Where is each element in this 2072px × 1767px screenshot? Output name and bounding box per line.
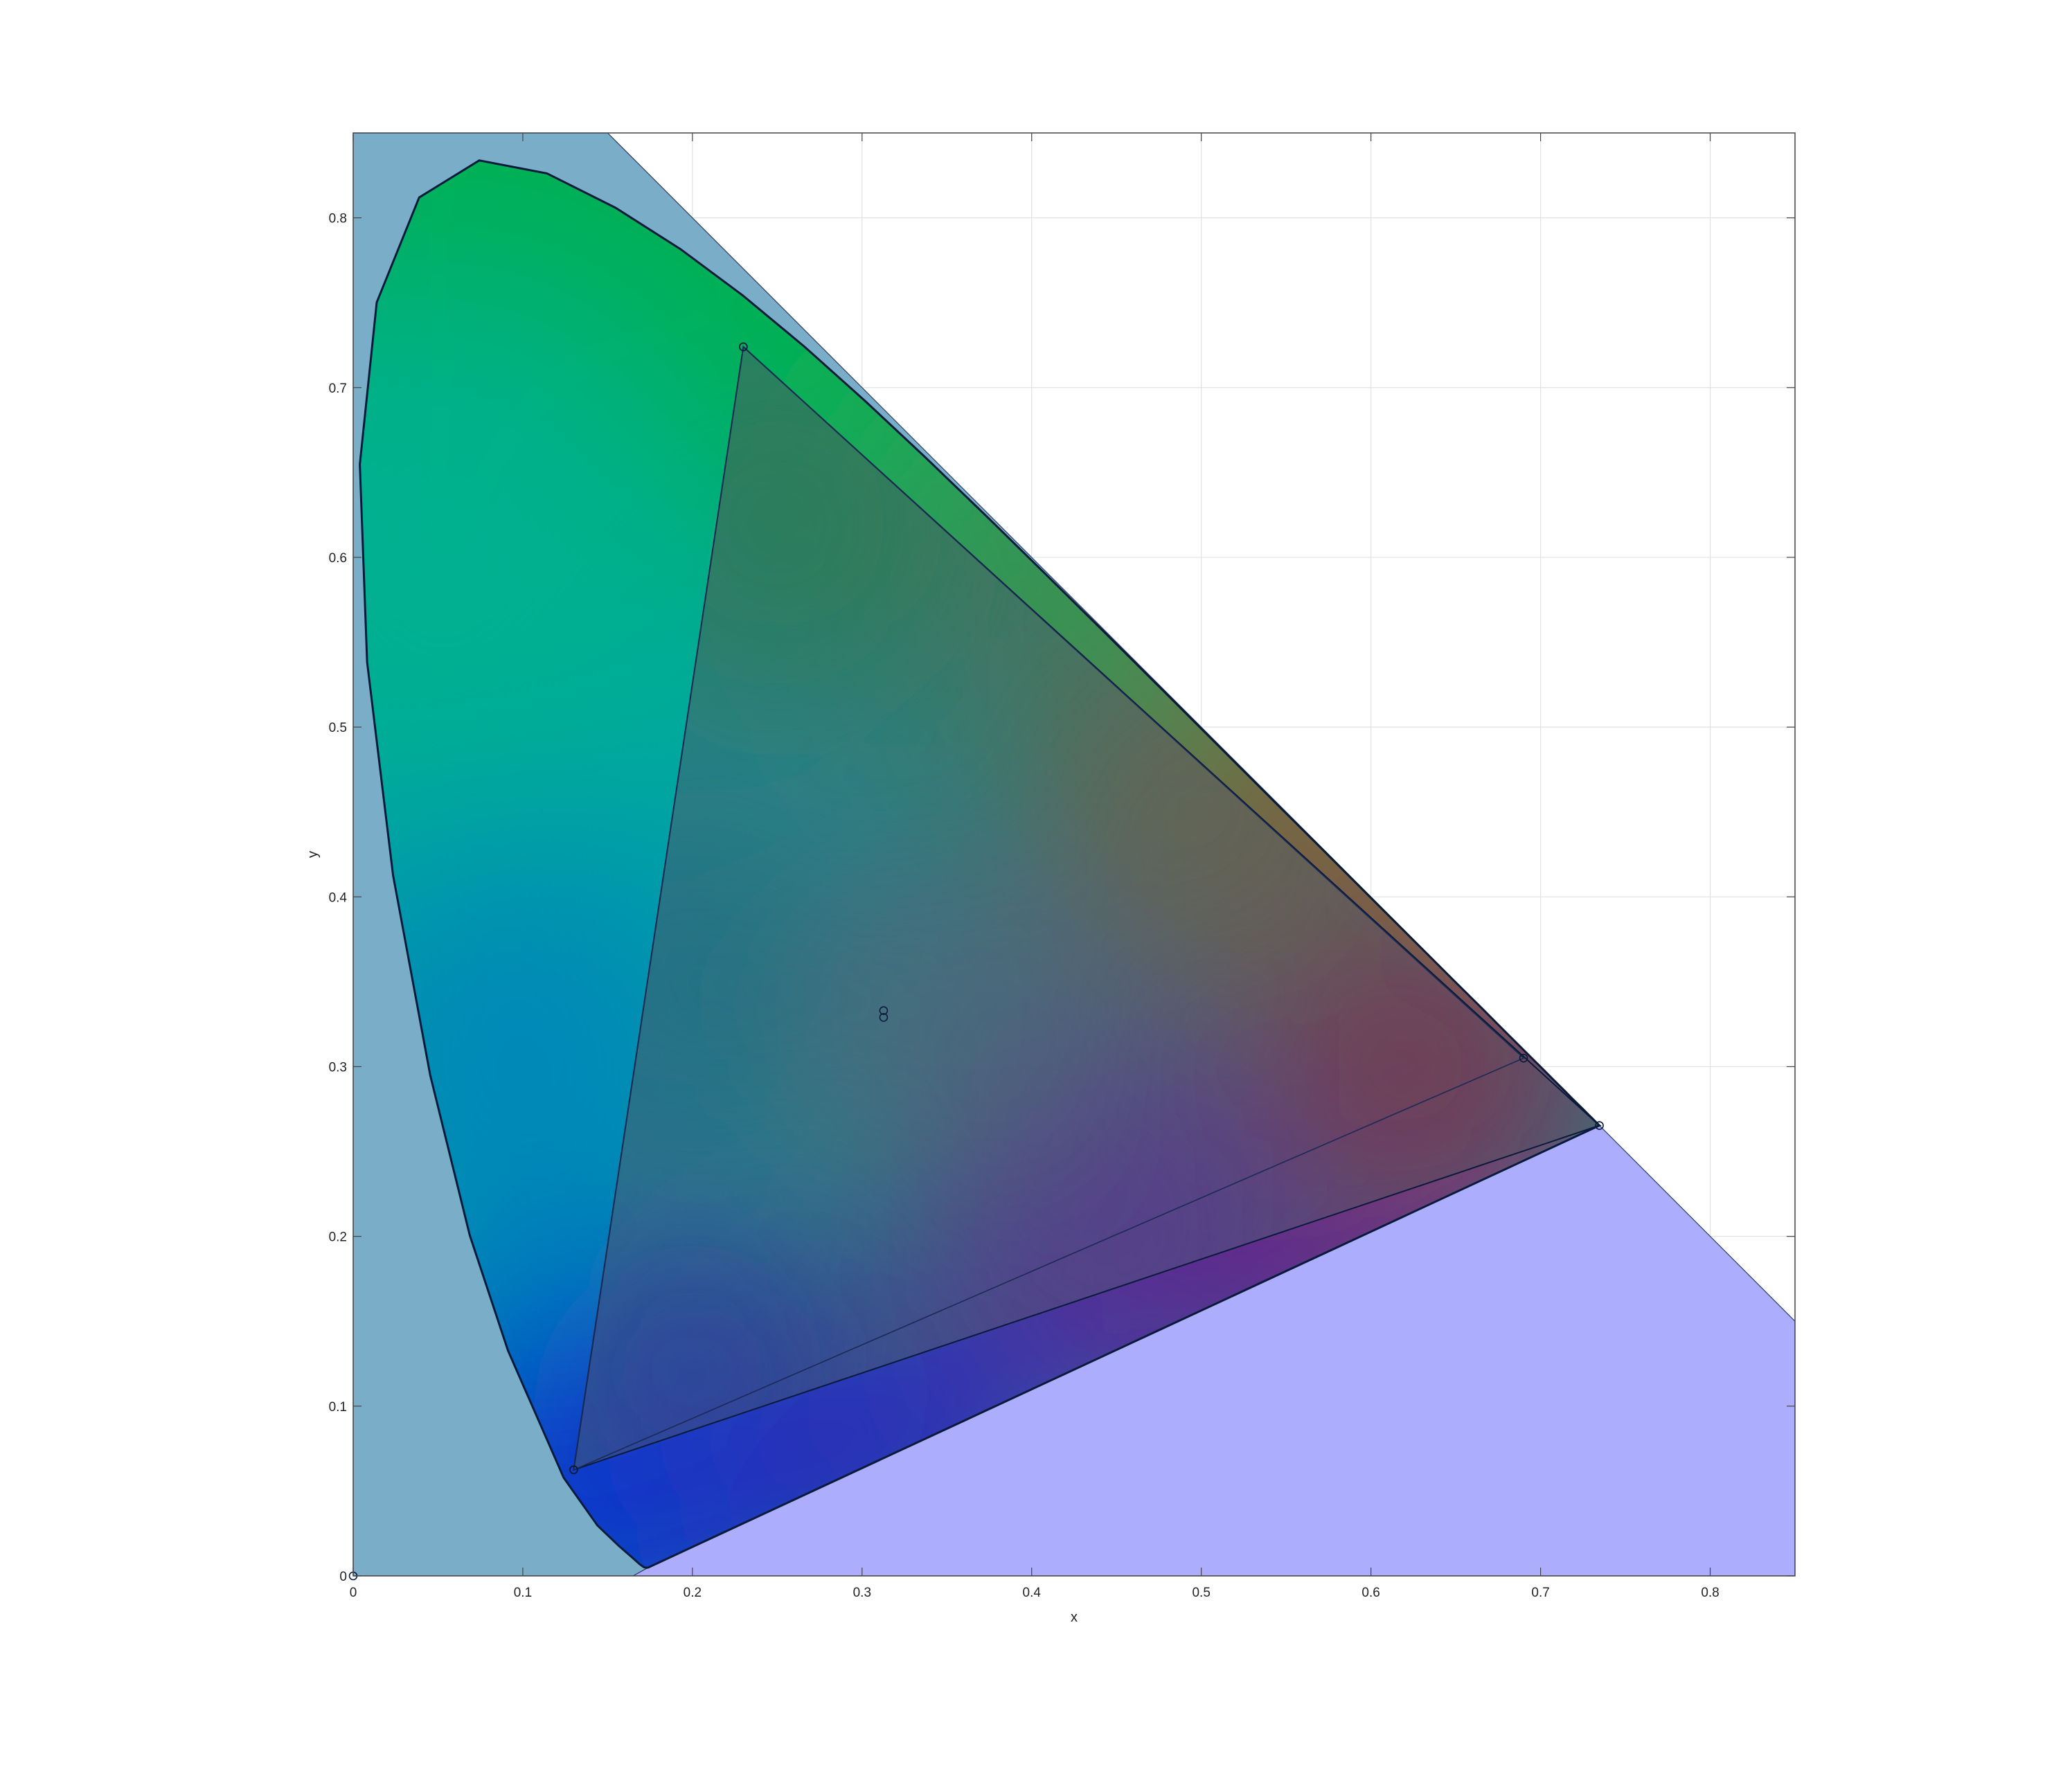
- second-gamut-triangle-outline: [573, 346, 1525, 1471]
- y-tick-label: 0.4: [329, 890, 348, 905]
- axis-ticks: [352, 133, 1795, 1577]
- x-tick-label: 0.6: [1361, 1586, 1379, 1600]
- x-tick-label: 0.8: [1701, 1586, 1719, 1600]
- x-tick-label: 0.1: [514, 1586, 532, 1600]
- y-tick-label: 0: [339, 1570, 347, 1584]
- vertex-marker: [1595, 1121, 1604, 1130]
- y-tick-label: 0.3: [329, 1060, 347, 1075]
- x-tick-label: 0.4: [1023, 1586, 1042, 1600]
- x-tick-label: 0.2: [684, 1586, 702, 1600]
- color-blend-spot: [359, 286, 710, 829]
- x-tick-label: 0: [350, 1586, 357, 1600]
- y-tick-label: 0.2: [329, 1230, 347, 1245]
- axis-tick-labels: 0 0.1 0.2 0.3 0.4 0.5 0.6 0.7 0.8 0 0.1 0.2 0.3 0.4 0.…: [329, 212, 1720, 1600]
- y-tick-label: 0.7: [329, 382, 347, 396]
- y-tick-label: 0.5: [329, 721, 347, 735]
- x-tick-label: 0.3: [853, 1586, 871, 1600]
- vertex-marker: [569, 1465, 578, 1475]
- y-tick-label: 0.1: [329, 1400, 347, 1415]
- vertex-marker: [1519, 1053, 1528, 1063]
- vertex-marker: [879, 1013, 888, 1022]
- y-tick-label: 0.6: [329, 551, 347, 566]
- x-axis-title: x: [1071, 1610, 1078, 1625]
- triangle-blend-spot: [794, 845, 1134, 1185]
- vertex-marker: [739, 342, 748, 352]
- plot-frame: [352, 132, 1796, 1577]
- vertex-marker: [879, 1006, 888, 1015]
- y-axis-title: y: [305, 851, 321, 858]
- y-tick-label: 0.8: [329, 212, 347, 226]
- x-tick-label: 0.7: [1531, 1586, 1549, 1600]
- x-tick-label: 0.5: [1192, 1586, 1210, 1600]
